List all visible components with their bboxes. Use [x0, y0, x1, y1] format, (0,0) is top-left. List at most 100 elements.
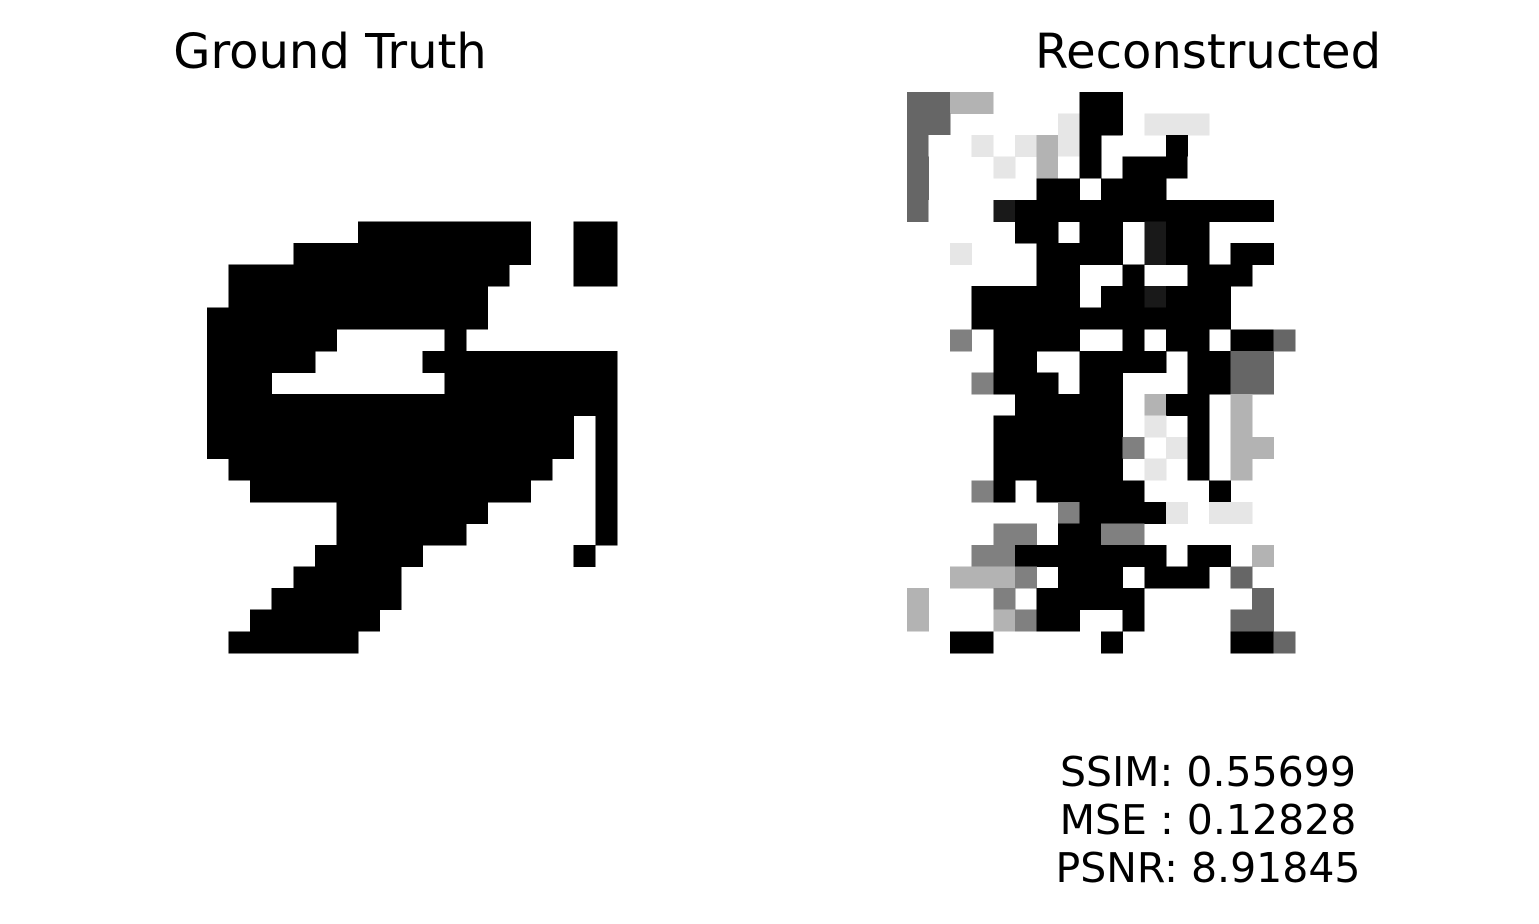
ground-truth-pixel	[314, 609, 337, 632]
reconstructed-pixel	[1230, 329, 1253, 352]
ground-truth-pixel	[422, 243, 445, 266]
reconstructed-pixel	[1058, 523, 1081, 546]
ground-truth-pixel	[293, 286, 316, 309]
reconstructed-pixel	[907, 199, 930, 222]
ground-truth-pixel	[271, 350, 294, 373]
reconstructed-pixel	[1014, 545, 1037, 568]
reconstructed-pixel	[1101, 307, 1124, 330]
reconstructed-pixel	[1165, 394, 1188, 417]
reconstructed-pixel	[1014, 307, 1037, 330]
reconstructed-pixel	[1187, 264, 1210, 287]
ground-truth-pixel	[487, 264, 510, 287]
reconstructed-pixel	[1036, 199, 1059, 222]
ground-truth-pixel	[228, 415, 251, 438]
ground-truth-pixel	[595, 372, 618, 395]
ground-truth-pixel	[293, 329, 316, 352]
reconstructed-pixel	[1058, 566, 1081, 589]
ground-truth-pixel	[595, 480, 618, 503]
ground-truth-pixel	[573, 545, 596, 568]
reconstructed-image	[907, 92, 1511, 696]
ground-truth-pixel	[314, 437, 337, 460]
reconstructed-pixel	[971, 566, 994, 589]
reconstructed-pixel	[1036, 415, 1059, 438]
ground-truth-pixel	[358, 501, 381, 524]
reconstructed-pixel	[1101, 631, 1124, 654]
reconstructed-pixel	[1165, 286, 1188, 309]
ground-truth-pixel	[552, 415, 575, 438]
reconstructed-pixel	[993, 458, 1016, 481]
reconstructed-pixel	[1101, 113, 1124, 136]
reconstructed-pixel	[1209, 480, 1232, 503]
ground-truth-pixel	[530, 350, 553, 373]
ground-truth-pixel	[595, 264, 618, 287]
reconstructed-pixel	[1014, 199, 1037, 222]
reconstructed-pixel	[928, 135, 951, 158]
ground-truth-pixel	[228, 458, 251, 481]
reconstructed-pixel	[1273, 329, 1296, 352]
reconstructed-pixel	[1014, 394, 1037, 417]
reconstructed-pixel	[1101, 501, 1124, 524]
reconstructed-pixel	[993, 199, 1016, 222]
ground-truth-pixel	[552, 394, 575, 417]
ground-truth-pixel	[379, 566, 402, 589]
ground-truth-pixel	[250, 329, 273, 352]
reconstructed-pixel	[950, 329, 973, 352]
ground-truth-pixel	[207, 307, 230, 330]
reconstructed-pixel	[1036, 394, 1059, 417]
reconstructed-pixel	[1187, 566, 1210, 589]
reconstructed-pixel	[1187, 415, 1210, 438]
reconstructed-pixel	[1144, 199, 1167, 222]
reconstructed-pixel	[1058, 609, 1081, 632]
reconstructed-pixel	[1252, 609, 1275, 632]
ground-truth-pixel	[314, 264, 337, 287]
reconstructed-pixel	[1165, 329, 1188, 352]
ground-truth-pixel	[271, 286, 294, 309]
ground-truth-pixel	[250, 350, 273, 373]
ground-truth-pixel	[358, 307, 381, 330]
ground-truth-pixel	[379, 588, 402, 611]
ground-truth-pixel	[379, 286, 402, 309]
ground-truth-pixel	[293, 243, 316, 266]
reconstructed-pixel	[1252, 329, 1275, 352]
reconstructed-pixel	[1230, 566, 1253, 589]
ground-truth-pixel	[314, 307, 337, 330]
ground-truth-pixel	[401, 545, 424, 568]
ground-truth-pixel	[573, 350, 596, 373]
ground-truth-pixel	[250, 480, 273, 503]
ground-truth-pixel	[358, 394, 381, 417]
ground-truth-pixel	[573, 372, 596, 395]
ground-truth-pixel	[358, 243, 381, 266]
reconstructed-pixel	[1079, 307, 1102, 330]
ground-truth-pixel	[465, 394, 488, 417]
ground-truth-pixel	[487, 415, 510, 438]
ground-truth-pixel	[336, 264, 359, 287]
reconstructed-pixel	[1187, 156, 1210, 179]
reconstructed-pixel	[1144, 394, 1167, 417]
reconstructed-pixel	[1122, 523, 1145, 546]
reconstructed-pixel	[1036, 609, 1059, 632]
ground-truth-pixel	[465, 501, 488, 524]
ground-truth-pixel	[336, 394, 359, 417]
reconstructed-pixel	[1209, 545, 1232, 568]
ground-truth-pixel	[379, 545, 402, 568]
reconstructed-pixel	[1209, 286, 1232, 309]
reconstructed-pixel	[971, 545, 994, 568]
reconstructed-pixel	[1101, 286, 1124, 309]
ground-truth-pixel	[444, 437, 467, 460]
ground-truth-pixel	[314, 480, 337, 503]
reconstructed-pixel	[1058, 156, 1081, 179]
reconstructed-pixel	[1101, 221, 1124, 244]
reconstructed-pixel	[1036, 307, 1059, 330]
reconstructed-pixel	[1230, 415, 1253, 438]
ground-truth-pixel	[250, 286, 273, 309]
reconstructed-pixel	[1014, 415, 1037, 438]
reconstructed-pixel	[1079, 199, 1102, 222]
reconstructed-pixel	[1273, 631, 1296, 654]
ground-truth-pixel	[401, 307, 424, 330]
reconstructed-pixel	[1079, 156, 1102, 179]
ground-truth-pixel	[530, 372, 553, 395]
reconstructed-pixel	[1122, 545, 1145, 568]
ground-truth-pixel	[358, 566, 381, 589]
reconstructed-pixel	[1165, 221, 1188, 244]
reconstructed-pixel	[971, 135, 994, 158]
